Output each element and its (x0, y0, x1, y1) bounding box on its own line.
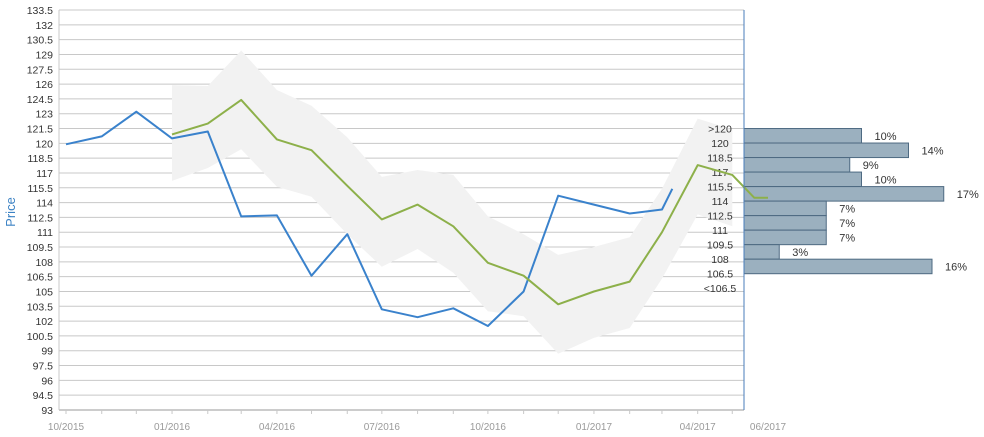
histogram-bin-label: 106.5 (707, 269, 733, 281)
forecast-band (172, 50, 733, 354)
histogram-percent-label: 10% (875, 131, 897, 143)
histogram-bin-label: 120 (711, 138, 729, 150)
y-axis-ticks: 133.5 132 130.5 129 127.5 126 124.5 123 121.5 120… (27, 5, 53, 417)
y-tick-label: 121.5 (27, 124, 53, 136)
x-tick-label: 01/2016 (154, 422, 191, 433)
histogram-bar (743, 215, 827, 231)
histogram-percent-label: 7% (839, 203, 855, 215)
y-tick-label: 108 (35, 257, 53, 269)
y-tick-label: 102 (35, 316, 53, 328)
y-tick-label: 96 (41, 375, 53, 387)
histogram-percent-label: 9% (863, 160, 879, 172)
histogram-bar (743, 128, 862, 144)
x-tick-label: 04/2016 (259, 422, 296, 433)
y-tick-label: 132 (35, 20, 53, 32)
y-tick-label: 123 (35, 109, 53, 121)
histogram-bin-label: 111 (712, 225, 728, 237)
histogram-bin-label: 108 (711, 254, 729, 266)
histogram-bar (743, 171, 862, 188)
y-tick-label: 133.5 (27, 5, 53, 17)
y-tick-label: 97.5 (33, 361, 54, 373)
y-tick-label: 109.5 (27, 242, 53, 254)
histogram-bar (743, 200, 827, 217)
y-tick-label: 118.5 (28, 153, 54, 165)
histogram-percent-label: 17% (957, 189, 979, 201)
x-tick-label: 06/2017 (750, 422, 787, 433)
histogram-percent-label: 16% (945, 261, 967, 273)
y-tick-label: 93 (41, 405, 53, 417)
y-tick-label: 112.5 (28, 212, 54, 224)
x-tick-label: 04/2017 (680, 422, 717, 433)
histogram-bin-label: 112.5 (707, 211, 733, 223)
histogram-bin-label: >120 (708, 124, 732, 136)
histogram-bin-label: 109.5 (707, 240, 733, 252)
forecast-band-area (172, 50, 733, 354)
x-axis-ticks: 10/2015 01/2016 04/2016 07/2016 10/2016 01/20… (48, 410, 787, 433)
historical-price-line (65, 110, 674, 327)
histogram-bar (743, 142, 909, 159)
y-tick-label: 126 (35, 79, 53, 91)
y-tick-label: 100.5 (27, 331, 53, 343)
y-tick-label: 105 (35, 286, 53, 298)
y-tick-label: 114 (36, 198, 53, 210)
y-tick-label: 94.5 (33, 390, 54, 402)
y-tick-label: 115.5 (28, 183, 54, 195)
y-axis-label: Price (3, 197, 18, 227)
histogram-bar (743, 258, 933, 275)
y-tick-label: 124.5 (27, 94, 53, 106)
y-tick-label: 129 (35, 49, 53, 61)
histogram-percent-label: 7% (839, 218, 855, 230)
histogram-bin-label: 114 (712, 196, 729, 208)
histogram-percent-label: 10% (875, 174, 897, 186)
histogram-percent-label: 14% (922, 145, 944, 157)
histogram-bar (743, 244, 780, 260)
y-tick-label: 111 (37, 227, 53, 239)
y-tick-label: 130.5 (27, 35, 53, 47)
y-tick-label: 127.5 (27, 64, 53, 76)
y-tick-label: 106.5 (27, 272, 53, 284)
price-histogram: >12010%12014%118.59%11710%115.517%1147%1… (704, 124, 979, 296)
y-tick-label: 99 (41, 346, 53, 358)
histogram-bin-label: 115.5 (707, 182, 733, 194)
histogram-bar (743, 186, 945, 202)
y-tick-label: 103.5 (27, 301, 53, 313)
histogram-bar (743, 229, 827, 246)
histogram-bin-label: <106.5 (704, 283, 737, 295)
x-tick-label: 07/2016 (364, 422, 401, 433)
x-tick-label: 10/2015 (48, 422, 85, 433)
histogram-bar (743, 157, 851, 173)
x-tick-label: 10/2016 (470, 422, 507, 433)
forecast-price-line (171, 98, 768, 306)
histogram-percent-label: 7% (839, 232, 855, 244)
y-tick-label: 120 (35, 138, 53, 150)
histogram-bin-label: 118.5 (707, 153, 733, 165)
price-series (65, 98, 768, 327)
x-tick-label: 01/2017 (576, 422, 613, 433)
histogram-percent-label: 3% (792, 247, 808, 259)
y-tick-label: 117 (36, 168, 53, 180)
